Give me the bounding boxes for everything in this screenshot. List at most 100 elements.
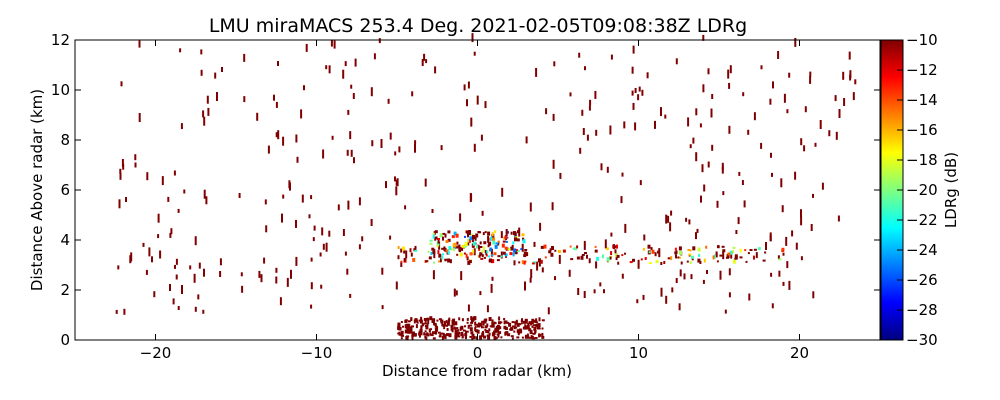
ldr-pixel xyxy=(697,258,701,263)
ldr-pixel xyxy=(531,318,535,322)
ldr-pixel xyxy=(409,326,413,331)
ldr-pixel xyxy=(395,179,398,186)
ldr-pixel xyxy=(412,258,416,262)
ldr-pixel xyxy=(328,230,331,237)
ldr-pixel xyxy=(346,268,349,275)
ldr-pixel xyxy=(437,238,440,240)
ldr-pixel xyxy=(642,247,645,251)
ldr-pixel xyxy=(219,271,222,277)
ldr-pixel xyxy=(529,277,532,283)
ldr-pixel xyxy=(130,252,133,262)
ldr-pixel xyxy=(769,98,772,105)
ldr-pixel xyxy=(490,236,493,241)
ldr-pixel xyxy=(279,297,282,306)
ldr-pixel xyxy=(491,332,495,337)
ldr-pixel xyxy=(456,332,460,337)
ldr-pixel xyxy=(533,320,537,323)
ldr-pixel xyxy=(680,261,683,265)
ldr-pixel xyxy=(322,243,325,250)
ldr-pixel xyxy=(394,176,396,182)
ldr-pixel xyxy=(569,92,572,97)
ldr-pixel xyxy=(525,252,529,257)
ldr-pixel xyxy=(472,245,475,248)
ldr-pixel xyxy=(470,331,474,335)
ldr-pixel xyxy=(484,101,487,109)
ldr-pixel xyxy=(310,282,313,290)
ldr-pixel xyxy=(487,335,491,340)
colorbar-tick-label: −28 xyxy=(906,301,938,319)
ldr-pixel xyxy=(460,271,463,281)
ldr-pixel xyxy=(479,252,482,257)
ldr-pixel xyxy=(490,259,493,264)
ldr-pixel xyxy=(530,335,533,340)
ldr-pixel xyxy=(781,250,785,253)
ldr-pixel xyxy=(455,245,459,249)
ldr-pixel xyxy=(719,254,723,257)
ldr-pixel xyxy=(437,260,441,263)
ldr-pixel xyxy=(468,238,471,243)
ldr-pixel xyxy=(370,87,373,97)
ldr-pixel xyxy=(819,120,822,129)
ldr-pixel xyxy=(394,151,397,156)
ldr-pixel xyxy=(499,321,503,324)
ldr-pixel xyxy=(219,258,222,266)
ldr-pixel xyxy=(490,283,493,293)
ldr-pixel xyxy=(424,330,427,333)
ldr-pixel xyxy=(470,321,474,324)
ldr-pixel xyxy=(532,320,535,323)
ldr-pixel xyxy=(795,242,798,250)
ldr-pixel xyxy=(552,159,555,169)
ldr-pixel xyxy=(511,321,515,324)
ldr-pixel xyxy=(687,117,690,127)
ldr-pixel xyxy=(553,61,556,67)
ldr-pixel xyxy=(577,288,580,295)
ldr-pixel xyxy=(699,123,702,128)
ldr-pixel xyxy=(621,172,624,177)
ldr-pixel xyxy=(518,261,521,264)
ldr-pixel xyxy=(800,138,803,146)
ldr-pixel xyxy=(688,253,692,256)
ldr-pixel xyxy=(153,291,156,298)
ldr-pixel xyxy=(446,333,449,337)
x-tick-label: 0 xyxy=(473,344,483,362)
ldr-pixel xyxy=(614,253,618,258)
x-axis: −20 −10 0 10 20 xyxy=(140,40,809,362)
ldr-pixel xyxy=(474,236,477,241)
colorbar-tick-label: −30 xyxy=(906,331,938,349)
ldr-pixel xyxy=(414,245,417,250)
ldr-pixel xyxy=(687,249,691,251)
ldr-pixel xyxy=(728,292,731,298)
ldr-pixel xyxy=(400,321,403,323)
ldr-pixel xyxy=(794,37,797,47)
ldr-pixel xyxy=(524,249,528,251)
ldr-pixel xyxy=(745,260,748,263)
ldr-pixel xyxy=(277,61,279,66)
ldr-pixel xyxy=(716,200,719,208)
ldr-pixel xyxy=(381,305,384,310)
ldr-pixel xyxy=(275,267,278,273)
ldr-pixel xyxy=(487,255,490,258)
ldr-pixel xyxy=(632,102,635,110)
ldr-pixel xyxy=(216,92,218,101)
ldr-pixel xyxy=(405,323,408,326)
ldr-pixel xyxy=(568,269,571,277)
ldr-pixel xyxy=(526,325,530,329)
ldr-pixel xyxy=(420,332,423,336)
ldr-pixel xyxy=(513,248,517,253)
ldr-pixel xyxy=(800,216,803,226)
ldr-pixel xyxy=(256,112,259,121)
ldr-pixel xyxy=(730,254,733,259)
ldr-pixel xyxy=(456,253,459,256)
ldr-pixel xyxy=(466,256,469,261)
ldr-pixel xyxy=(429,239,433,242)
ldr-pixel xyxy=(478,254,481,258)
ldr-pixel xyxy=(513,325,516,328)
ldr-pixel xyxy=(448,317,451,322)
ldr-pixel xyxy=(737,217,740,225)
y-tick-label: 10 xyxy=(51,81,70,99)
ldr-pixel xyxy=(670,210,673,216)
ldr-pixel xyxy=(545,108,548,115)
ldr-pixel xyxy=(441,255,444,260)
ldr-pixel xyxy=(531,335,534,339)
ldr-pixel xyxy=(177,208,180,213)
